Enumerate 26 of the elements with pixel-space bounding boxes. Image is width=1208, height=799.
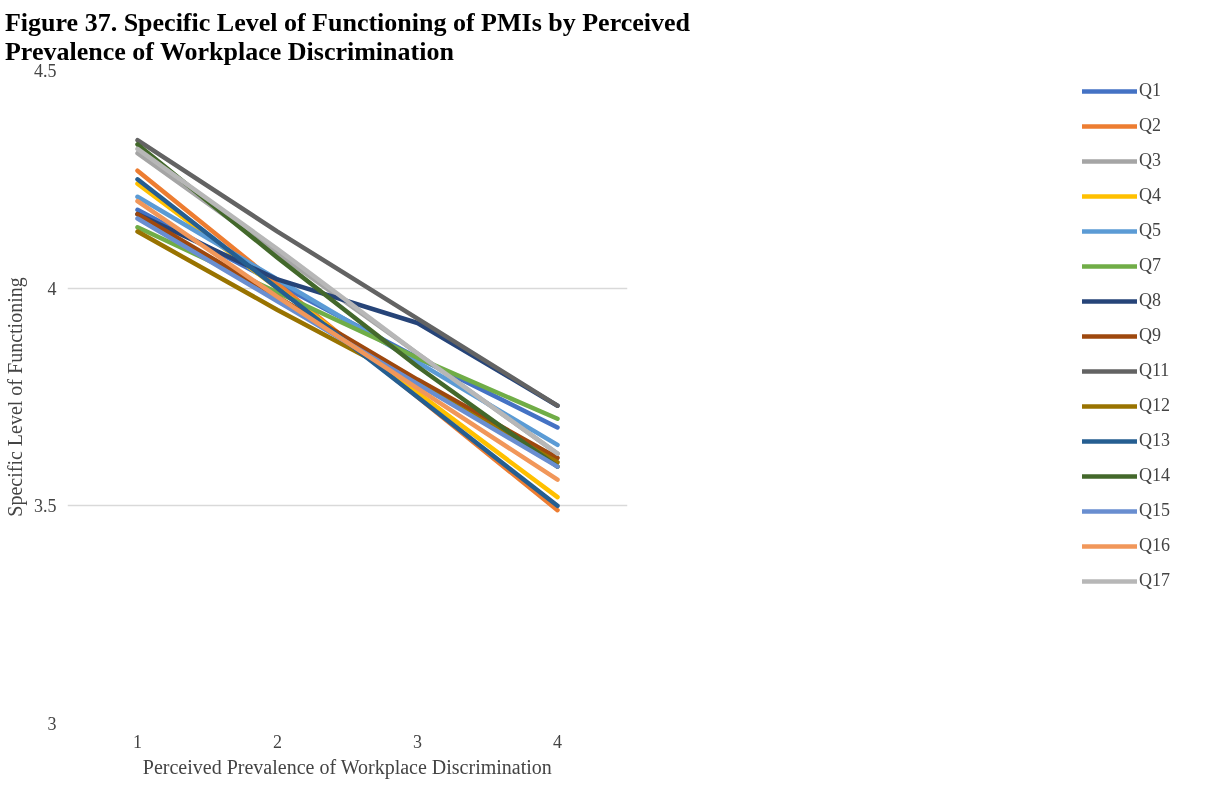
y-tick-label: 3.5 [34, 496, 57, 517]
y-tick-label: 4 [47, 278, 57, 299]
legend-label: Q11 [1139, 360, 1170, 381]
legend-label: Q8 [1139, 290, 1161, 311]
legend-label: Q17 [1139, 570, 1170, 591]
legend-label: Q13 [1139, 430, 1170, 451]
legend-label: Q7 [1139, 255, 1161, 276]
y-tick-label: 3 [47, 714, 57, 734]
x-tick-label: 2 [273, 731, 282, 752]
legend-label: Q15 [1139, 500, 1170, 521]
legend-label: Q2 [1139, 115, 1161, 136]
x-tick-label: 4 [553, 731, 562, 752]
x-axis-title: Perceived Prevalence of Workplace Discrimination [142, 755, 552, 779]
legend-label: Q9 [1139, 325, 1161, 346]
x-tick-label: 3 [413, 731, 422, 752]
legend-label: Q14 [1139, 465, 1170, 486]
y-axis-title: Specific Level of Functioning [4, 277, 27, 517]
x-tick-label: 1 [133, 731, 142, 752]
legend-label: Q16 [1139, 535, 1170, 556]
legend-label: Q1 [1139, 80, 1161, 101]
legend-label: Q4 [1139, 185, 1161, 206]
legend-label: Q3 [1139, 150, 1161, 171]
legend-label: Q12 [1139, 395, 1170, 416]
line-series [135, 137, 560, 408]
y-tick-label: 4.5 [34, 61, 57, 81]
legend-label: Q5 [1139, 220, 1161, 241]
